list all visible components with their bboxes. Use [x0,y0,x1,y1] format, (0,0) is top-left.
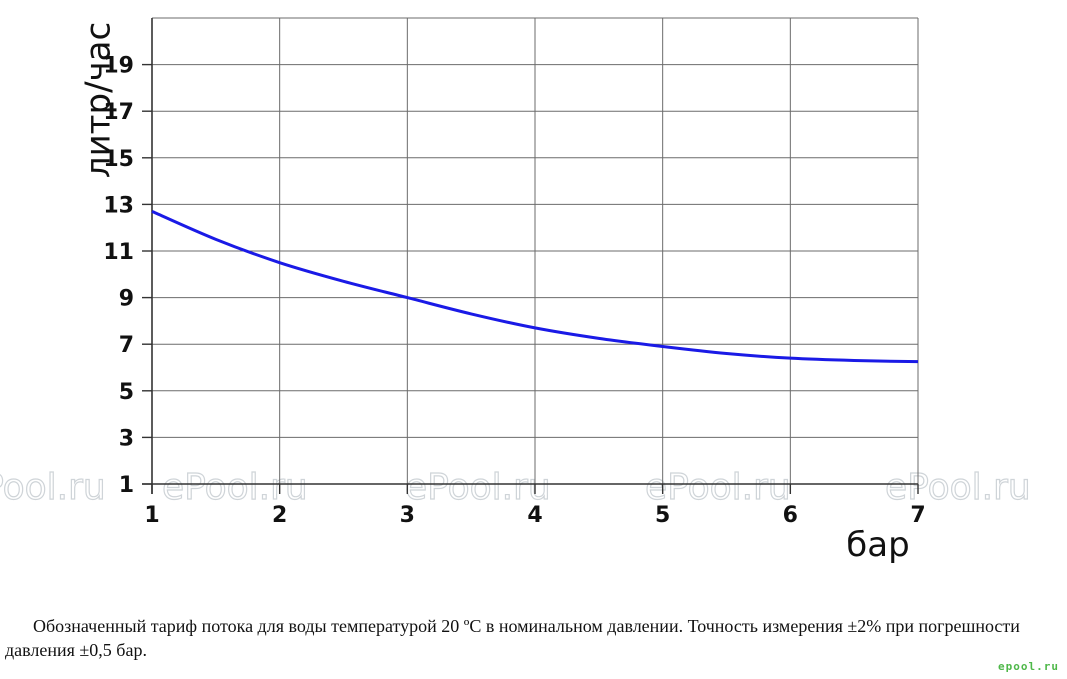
x-tick-label: 4 [527,503,542,528]
y-axis-title: литр/час [79,22,119,178]
y-tick-label: 19 [103,54,134,79]
flow-rate-series-line [151,210,919,364]
series-layer [151,210,919,364]
y-tick-label: 1 [119,473,134,498]
x-tick-label: 3 [400,503,415,528]
watermark-text: ePool.ru [405,467,551,508]
watermark-layer: ePool.ru ePool.ru ePool.ru ePool.ru ePool.ru [0,466,1031,508]
y-tick-label: 11 [103,240,134,265]
x-tick-label: 2 [272,503,287,528]
y-tick-label: 5 [119,380,134,405]
y-tick-label: 15 [103,147,134,172]
x-tick-label: 5 [655,503,670,528]
x-axis-title: бар [846,525,909,565]
x-tick-label: 7 [910,503,925,528]
chart-grid [142,17,919,494]
y-tick-label: 9 [119,287,134,312]
chart-caption: Обозначенный тариф потока для воды темпе… [5,616,1020,660]
x-tick-label: 6 [783,503,798,528]
x-tick-label: 1 [144,503,159,528]
watermark-text: ePool.ru [0,467,106,508]
flow-rate-chart: ePool.ruePool.ruePool.ruePool.ruePool.ru… [0,17,1031,565]
y-tick-label: 17 [103,100,134,125]
y-tick-label: 13 [103,193,134,218]
y-tick-label: 3 [119,426,134,451]
y-tick-label: 7 [119,333,134,358]
site-logo: epool.ru [998,660,1059,673]
watermark-text: ePool.ru [162,467,308,508]
watermark-text: ePool.ru [885,467,1031,508]
watermark-text: ePool.ru [645,467,791,508]
